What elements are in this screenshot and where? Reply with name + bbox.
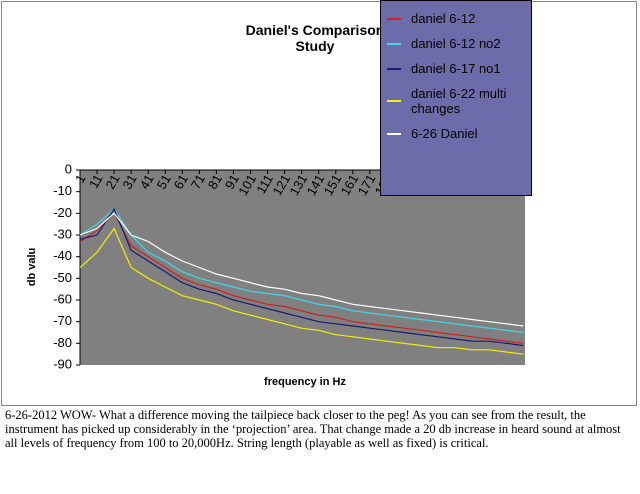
legend-entry: daniel 6-17 no1 <box>387 61 531 76</box>
x-tick-label: 31 <box>119 172 139 192</box>
legend-entry: daniel 6-12 no2 <box>387 36 531 51</box>
series-line <box>79 227 524 355</box>
x-tick-label: 41 <box>137 172 157 192</box>
x-tick-label: 51 <box>154 172 174 192</box>
y-axis-label: db valu <box>26 248 38 287</box>
caption: 6-26-2012 WOW- What a difference moving … <box>5 408 621 450</box>
legend: daniel 6-12 daniel 6-12 no2 daniel 6-17 no… <box>380 0 532 196</box>
legend-swatch <box>387 100 401 102</box>
legend-swatch <box>387 132 401 135</box>
y-tick-label: -70 <box>53 313 72 328</box>
x-tick-label: 91 <box>222 172 242 192</box>
legend-swatch <box>387 42 401 45</box>
legend-entry: 6-26 Daniel <box>387 126 531 141</box>
y-tick-label: -40 <box>53 248 72 263</box>
legend-label: daniel 6-12 <box>411 11 476 26</box>
y-tick-label: -50 <box>53 270 72 285</box>
series-line <box>79 212 524 344</box>
y-tick-label: 0 <box>65 161 72 176</box>
y-tick-label: -90 <box>53 356 72 371</box>
series-line <box>79 212 524 327</box>
x-axis-label: frequency in Hz <box>264 376 346 388</box>
y-tick-label: -20 <box>53 205 72 220</box>
series-line <box>79 208 524 334</box>
series-line <box>79 207 524 347</box>
x-tick-label: 81 <box>205 172 225 192</box>
x-tick-label: 71 <box>188 172 208 192</box>
legend-label: 6-26 Daniel <box>411 126 478 141</box>
plot-area <box>80 170 525 365</box>
x-tick-label: 61 <box>171 172 191 192</box>
chart-title: Daniel's Comparison Study <box>245 22 385 54</box>
y-tick-label: -60 <box>53 291 72 306</box>
legend-entry: daniel 6-22 multi changes <box>387 86 531 116</box>
chart-frame <box>1 1 637 406</box>
legend-swatch <box>387 67 401 70</box>
legend-label: daniel 6-17 no1 <box>411 61 501 76</box>
y-tick-label: -30 <box>53 226 72 241</box>
x-tick-label: 11 <box>86 172 106 191</box>
y-tick-label: -10 <box>53 183 72 198</box>
legend-label: daniel 6-12 no2 <box>411 36 501 51</box>
legend-swatch <box>387 17 401 20</box>
x-tick-label: 21 <box>102 172 122 192</box>
legend-label: daniel 6-22 multi changes <box>411 86 507 116</box>
legend-entry: daniel 6-12 <box>387 11 531 26</box>
y-tick-label: -80 <box>53 335 72 350</box>
